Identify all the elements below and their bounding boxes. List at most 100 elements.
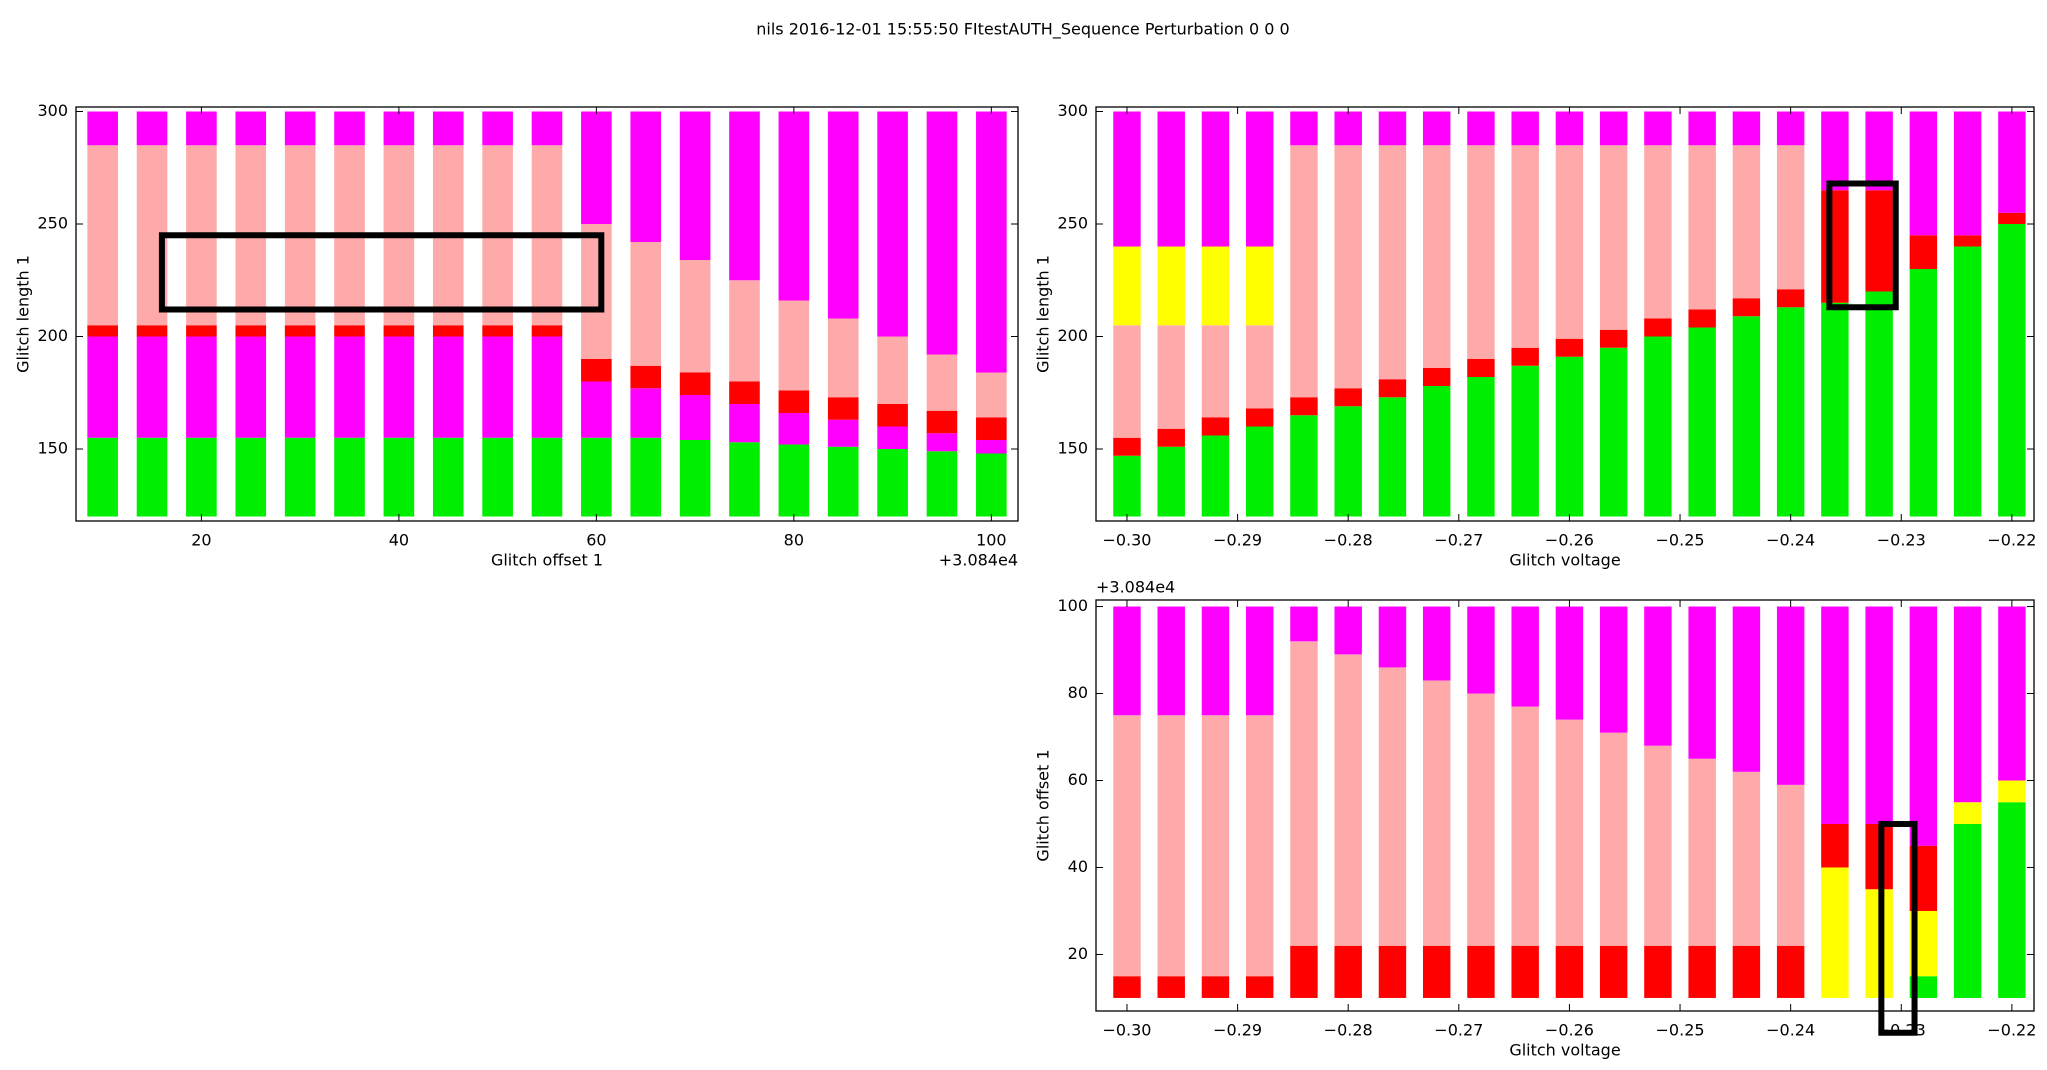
strip-segment xyxy=(136,437,168,517)
x-tick-label: −0.28 xyxy=(1324,531,1373,550)
strip-segment xyxy=(1113,437,1141,456)
y-tick-label: 200 xyxy=(37,326,68,345)
strip-segment xyxy=(581,224,612,359)
strip-segment xyxy=(1290,145,1318,398)
strip-segment xyxy=(1467,606,1495,694)
strip-segment xyxy=(1644,111,1672,146)
strip-segment xyxy=(1245,976,1274,998)
strip-segment xyxy=(1113,246,1141,326)
strip-segment xyxy=(778,413,810,445)
y-tick-label: 80 xyxy=(1068,683,1088,702)
strip-segment xyxy=(1688,145,1716,310)
strip-segment xyxy=(235,437,267,517)
strip-segment xyxy=(1422,606,1451,681)
strip-segment xyxy=(1555,606,1584,720)
strip-segment xyxy=(581,381,612,438)
strip-segment xyxy=(1201,435,1230,517)
y-tick-label: 300 xyxy=(37,101,68,120)
strip-segment xyxy=(581,111,612,224)
strip-segment xyxy=(1113,325,1141,438)
strip-segment xyxy=(1821,302,1849,517)
strip-segment xyxy=(827,397,859,420)
strip-segment xyxy=(1688,606,1716,759)
strip-segment xyxy=(1865,606,1893,824)
strip-segment xyxy=(1378,667,1407,946)
strip-segment xyxy=(482,336,513,438)
strip-segment xyxy=(976,111,1007,373)
strip-segment xyxy=(1732,945,1761,998)
strip-segment xyxy=(1334,111,1362,146)
strip-segment xyxy=(432,111,464,146)
strip-segment xyxy=(1644,606,1672,746)
strip-segment xyxy=(976,440,1007,454)
strip-segment xyxy=(482,325,513,337)
strip-segment xyxy=(186,325,217,337)
strip-segment xyxy=(1245,426,1274,517)
annotation-box xyxy=(1826,180,1899,311)
strip-segment xyxy=(1113,455,1141,517)
strip-segment xyxy=(1998,212,2026,224)
strip-segment xyxy=(87,437,118,517)
strip-segment xyxy=(630,437,662,517)
strip-segment xyxy=(976,417,1007,440)
strip-segment xyxy=(1599,945,1628,998)
strip-segment xyxy=(581,359,612,382)
strip-segment xyxy=(1511,606,1539,707)
x-tick-label: −0.24 xyxy=(1766,531,1815,550)
strip-segment xyxy=(383,437,415,517)
strip-segment xyxy=(1732,111,1761,146)
strip-segment xyxy=(1378,606,1407,668)
strip-segment xyxy=(1776,784,1805,946)
strip-segment xyxy=(1732,145,1761,299)
x-axis-label: Glitch voltage xyxy=(1509,551,1620,570)
strip-segment xyxy=(1511,145,1539,348)
x-tick-label: −0.22 xyxy=(1987,531,2036,550)
strip-segment xyxy=(1821,190,1849,303)
strip-segment xyxy=(1644,336,1672,517)
strip-segment xyxy=(1334,145,1362,389)
strip-segment xyxy=(1555,338,1584,357)
figure-title: nils 2016-12-01 15:55:50 FItestAUTH_Sequ… xyxy=(756,20,1289,40)
strip-segment xyxy=(729,381,760,404)
strip-segment xyxy=(1113,606,1141,716)
x-tick-label: 60 xyxy=(586,531,606,550)
strip-segment xyxy=(1511,706,1539,946)
strip-segment xyxy=(1599,111,1628,146)
x-tick-label: −0.23 xyxy=(1877,531,1926,550)
strip-segment xyxy=(136,336,168,438)
strip-segment xyxy=(1688,309,1716,328)
strip-segment xyxy=(1245,111,1274,247)
x-offset-label: +3.084e4 xyxy=(939,551,1018,570)
strip-segment xyxy=(1290,641,1318,946)
strip-segment xyxy=(1467,945,1495,998)
y-tick-label: 150 xyxy=(37,439,68,458)
strip-segment xyxy=(1776,289,1805,308)
strip-segment xyxy=(778,444,810,517)
strip-segment xyxy=(679,395,711,440)
strip-segment xyxy=(1909,606,1938,846)
x-tick-label: −0.26 xyxy=(1545,531,1594,550)
strip-segment xyxy=(432,325,464,337)
strip-segment xyxy=(679,111,711,260)
x-tick-label: −0.30 xyxy=(1102,1021,1151,1040)
y-axis-label: Glitch offset 1 xyxy=(1034,749,1053,861)
y-tick-label: 20 xyxy=(1068,944,1088,963)
strip-segment xyxy=(1776,111,1805,146)
strip-segment xyxy=(186,111,217,146)
strip-segment xyxy=(1422,368,1451,386)
strip-segment xyxy=(1644,318,1672,337)
strip-segment xyxy=(1865,190,1893,292)
strip-segment xyxy=(827,419,859,447)
annotation-box xyxy=(1878,820,1918,1036)
strip-segment xyxy=(1201,417,1230,436)
strip-segment xyxy=(1953,802,1982,824)
x-tick-label: 100 xyxy=(976,531,1007,550)
strip-segment xyxy=(877,336,908,404)
strip-segment xyxy=(1245,606,1274,716)
x-axis-label: Glitch voltage xyxy=(1509,1041,1620,1060)
strip-segment xyxy=(1467,377,1495,517)
strip-segment xyxy=(482,437,513,517)
strip-segment xyxy=(1201,976,1230,998)
strip-segment xyxy=(1245,408,1274,427)
